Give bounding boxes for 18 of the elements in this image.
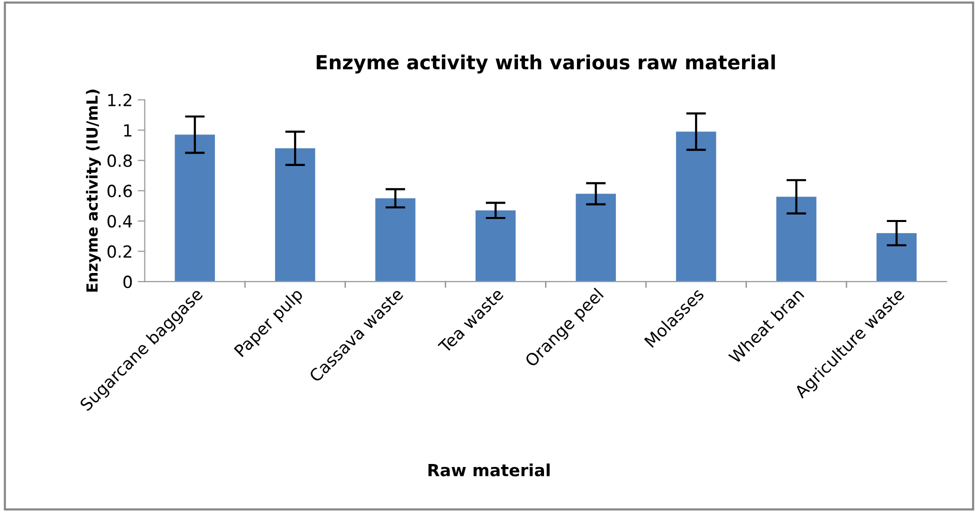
- bar: [676, 132, 716, 282]
- x-axis-title: Raw material: [428, 463, 550, 476]
- y-tick-label: 0.8: [108, 154, 132, 167]
- bar: [776, 196, 816, 282]
- y-tick-label: 0.4: [108, 214, 132, 228]
- chart-title: Enzyme activity with various raw material: [316, 54, 775, 74]
- bar: [876, 233, 917, 282]
- bar: [576, 194, 616, 282]
- bar: [275, 148, 316, 282]
- y-axis-title: Enzyme activity (IU/mL): [86, 90, 101, 292]
- bar: [476, 210, 516, 282]
- y-tick-label: 0.6: [108, 184, 132, 198]
- y-tick-label: 0.2: [108, 245, 132, 258]
- y-tick-label: 0: [123, 276, 132, 288]
- bar: [174, 134, 215, 282]
- y-tick-label: 1.2: [108, 94, 132, 106]
- bar: [375, 198, 416, 282]
- y-tick-label: 1: [124, 124, 132, 136]
